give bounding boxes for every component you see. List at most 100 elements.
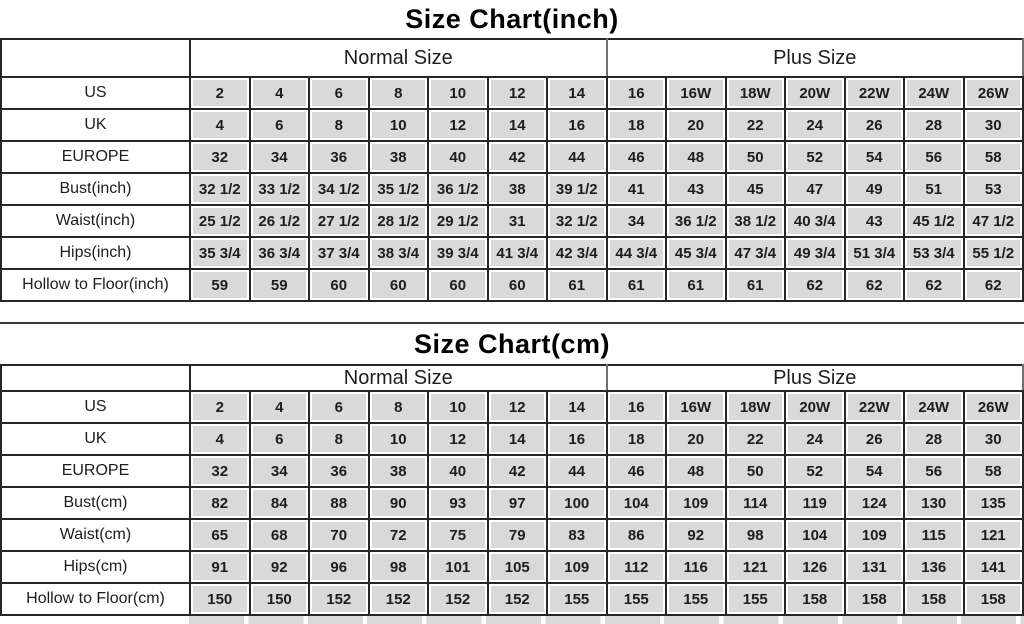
size-cell: 59 — [189, 268, 251, 302]
size-cell: 124 — [843, 486, 905, 520]
size-cell: 141 — [962, 550, 1024, 584]
size-cell: 16W — [665, 390, 727, 424]
size-cell: 50 — [724, 140, 786, 174]
table-row: Hollow to Floor(cm) 150 150 152 152 152 152 155… — [0, 582, 1024, 616]
size-cell: 8 — [367, 390, 429, 424]
size-cell: 38 — [367, 140, 429, 174]
size-cell: 43 — [665, 172, 727, 206]
size-cell: 22 — [724, 108, 786, 142]
size-cell: 12 — [427, 108, 489, 142]
size-cell: 40 — [427, 454, 489, 488]
size-cell: 16 — [546, 422, 608, 456]
size-cell: 6 — [308, 76, 370, 110]
size-cell: 114 — [724, 486, 786, 520]
size-cell: 98 — [724, 518, 786, 552]
size-cell: 62 — [903, 268, 965, 302]
size-cell: 14 — [546, 76, 608, 110]
size-cell: 14 — [546, 390, 608, 424]
size-cell: 34 — [605, 204, 667, 238]
group-header-normal-size: Normal Size — [189, 38, 608, 78]
size-cell: 97 — [486, 486, 548, 520]
size-cell: 27 1/2 — [308, 204, 370, 238]
table-row: Bust(inch) 32 1/2 33 1/2 34 1/2 35 1/2 36 1/2… — [0, 172, 1024, 206]
size-cell: 155 — [665, 582, 727, 616]
size-cell: 24 — [784, 422, 846, 456]
size-cell: 126 — [784, 550, 846, 584]
size-cell: 12 — [486, 390, 548, 424]
size-cell: 18 — [605, 422, 667, 456]
size-cell: 36 1/2 — [427, 172, 489, 206]
size-cell: 44 3/4 — [605, 236, 667, 270]
size-cell: 68 — [248, 518, 310, 552]
chart-title-cm: Size Chart(cm) — [413, 329, 611, 359]
table-row: US 2 4 6 8 10 12 14 16 16W 18W 20W 22W 24W 26W — [0, 390, 1024, 424]
size-cell: 44 — [546, 140, 608, 174]
size-cell: 150 — [248, 582, 310, 616]
size-cell: 22W — [843, 76, 905, 110]
size-cell: 83 — [546, 518, 608, 552]
size-cell: 51 — [903, 172, 965, 206]
size-cell: 53 3/4 — [903, 236, 965, 270]
size-cell: 42 — [486, 454, 548, 488]
size-cell: 60 — [367, 268, 429, 302]
size-cell: 47 — [784, 172, 846, 206]
size-cell: 24 — [784, 108, 846, 142]
size-cell: 18W — [724, 76, 786, 110]
size-table-inch: Normal Size Plus Size US 2 4 6 8 10 12 14 16 16W 1… — [0, 38, 1024, 302]
table-row: EUROPE 32 34 36 38 40 42 44 46 48 50 52 54 56 58 — [0, 140, 1024, 174]
size-cell: 28 1/2 — [367, 204, 429, 238]
size-cell: 26 — [843, 108, 905, 142]
size-cell: 51 3/4 — [843, 236, 905, 270]
table-row: Bust(cm) 82 84 88 90 93 97 100 104 109 114 119 124 13… — [0, 486, 1024, 520]
size-cell: 88 — [308, 486, 370, 520]
size-cell: 20W — [784, 390, 846, 424]
size-cell: 136 — [903, 550, 965, 584]
size-cell: 79 — [486, 518, 548, 552]
size-cell: 152 — [308, 582, 370, 616]
size-cell: 70 — [308, 518, 370, 552]
size-cell: 52 — [784, 454, 846, 488]
size-cell: 45 — [724, 172, 786, 206]
size-cell: 26W — [962, 76, 1024, 110]
size-cell: 49 — [843, 172, 905, 206]
size-cell: 32 — [189, 454, 251, 488]
size-cell: 2 — [189, 390, 251, 424]
size-cell: 18W — [724, 390, 786, 424]
size-cell: 109 — [843, 518, 905, 552]
size-cell: 152 — [427, 582, 489, 616]
size-cell: 135 — [962, 486, 1024, 520]
size-cell: 115 — [903, 518, 965, 552]
group-header-plus-size: Plus Size — [605, 38, 1024, 78]
size-cell: 92 — [248, 550, 310, 584]
size-cell: 36 3/4 — [248, 236, 310, 270]
table-row: Waist(cm) 65 68 70 72 75 79 83 86 92 98 104 109 115 12… — [0, 518, 1024, 552]
size-cell: 158 — [903, 582, 965, 616]
size-cell: 40 — [427, 140, 489, 174]
size-cell: 41 — [605, 172, 667, 206]
size-cell: 45 1/2 — [903, 204, 965, 238]
size-cell: 58 — [962, 140, 1024, 174]
size-cell: 10 — [367, 422, 429, 456]
size-cell: 28 — [903, 108, 965, 142]
size-cell: 60 — [427, 268, 489, 302]
size-cell: 105 — [486, 550, 548, 584]
size-cell: 10 — [427, 390, 489, 424]
size-cell: 45 3/4 — [665, 236, 727, 270]
table-row: Hips(inch) 35 3/4 36 3/4 37 3/4 38 3/4 39 3/4… — [0, 236, 1024, 270]
size-cell: 60 — [308, 268, 370, 302]
size-cell: 12 — [427, 422, 489, 456]
size-cell: 33 1/2 — [248, 172, 310, 206]
size-cell: 6 — [248, 108, 310, 142]
size-cell: 92 — [665, 518, 727, 552]
size-cell: 82 — [189, 486, 251, 520]
row-label: Waist(inch) — [0, 204, 191, 238]
size-cell: 16 — [605, 76, 667, 110]
size-cell: 4 — [189, 108, 251, 142]
size-cell: 35 3/4 — [189, 236, 251, 270]
size-cell: 32 1/2 — [546, 204, 608, 238]
size-cell: 8 — [367, 76, 429, 110]
size-cell: 93 — [427, 486, 489, 520]
size-cell: 54 — [843, 454, 905, 488]
table-row: Hips(cm) 91 92 96 98 101 105 109 112 116 121 126 131… — [0, 550, 1024, 584]
size-cell: 109 — [665, 486, 727, 520]
